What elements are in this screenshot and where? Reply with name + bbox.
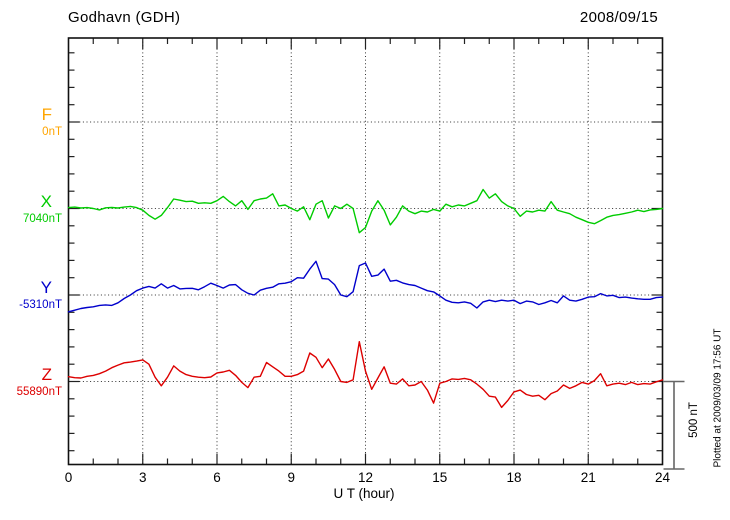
x-tick-label-9: 9 — [287, 470, 296, 485]
x-tick-label-0: 0 — [64, 470, 73, 485]
component-letter-f: F — [41, 105, 52, 124]
component-baseline-value-y: -5310nT — [19, 299, 62, 311]
x-tick-label-3: 3 — [139, 470, 147, 485]
x-tick-label-12: 12 — [357, 470, 374, 485]
trace-y — [67, 260, 664, 313]
component-baseline-value-z: 55890nT — [16, 385, 62, 398]
component-label-x: X 7040nT — [0, 193, 63, 225]
x-tick-label-21: 21 — [580, 470, 596, 485]
component-label-f: F 0nT — [0, 106, 63, 138]
x-tick-label-6: 6 — [213, 470, 221, 485]
trace-z — [67, 341, 664, 409]
plotted-at-note: Plotted at 2009/03/09 17:56 UT — [712, 328, 724, 468]
x-tick-label-18: 18 — [506, 470, 522, 485]
component-baseline-value-f: 0nT — [42, 126, 62, 138]
plot-title: Godhavn (GDH) — [68, 9, 181, 26]
component-baseline-value-x: 7040nT — [22, 212, 62, 225]
x-axis-label: U T (hour) — [333, 486, 395, 501]
component-letter-y: Y — [40, 278, 52, 297]
scale-bar-label: 500 nT — [688, 402, 700, 438]
component-letter-x: X — [40, 191, 52, 211]
x-tick-label-24: 24 — [654, 470, 671, 485]
component-label-y: Y -5310nT — [0, 279, 63, 311]
plot-date: 2008/09/15 — [579, 9, 658, 26]
trace-x — [67, 188, 664, 234]
x-tick-label-15: 15 — [432, 470, 448, 485]
component-letter-z: Z — [41, 364, 52, 384]
component-label-z: Z 55890nT — [0, 366, 63, 398]
